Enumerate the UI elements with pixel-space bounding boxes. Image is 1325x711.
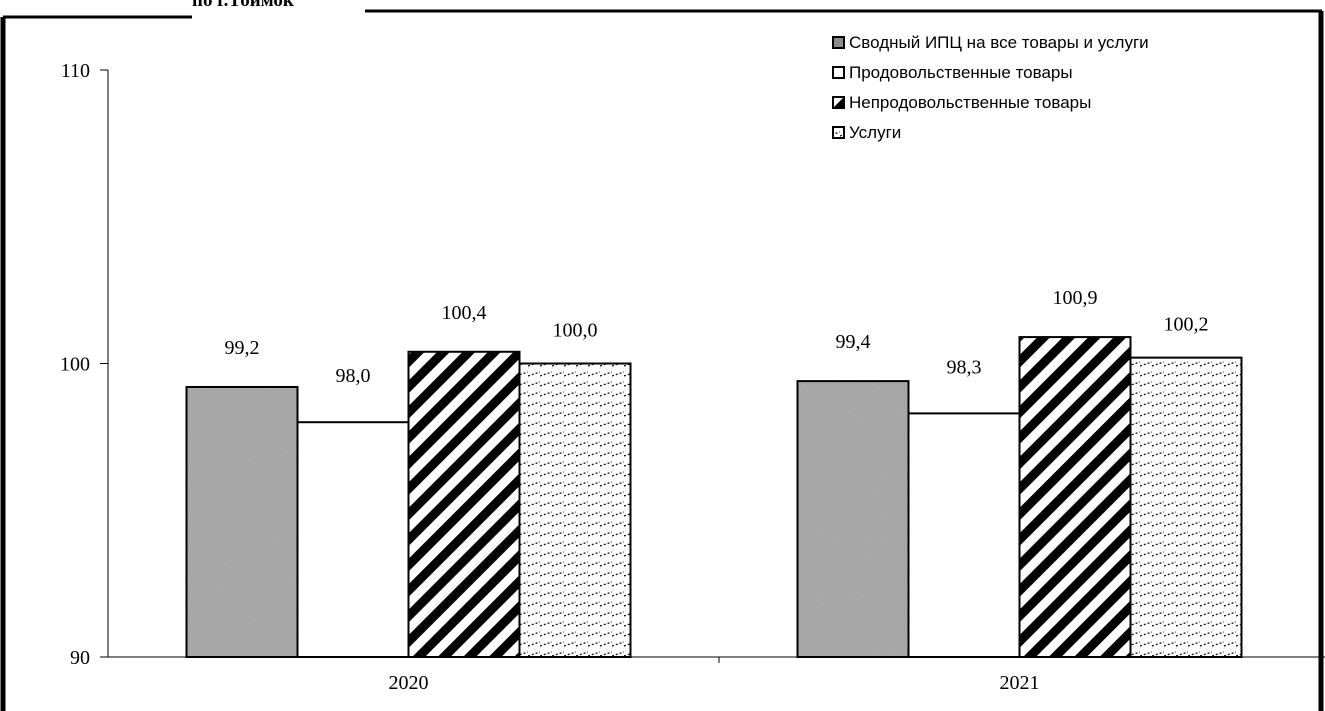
y-tick-label: 100 — [60, 354, 90, 376]
legend-label: Непродовольственные товары — [849, 93, 1091, 112]
legend-swatch — [832, 36, 845, 49]
bar-value-label: 100,4 — [442, 302, 487, 324]
y-tick-label: 90 — [70, 647, 90, 669]
bar-value-label: 100,0 — [553, 320, 598, 342]
legend-swatch — [832, 66, 845, 79]
legend-swatch — [832, 126, 845, 139]
bar-value-label: 100,9 — [1053, 287, 1098, 309]
bar-value-label: 98,0 — [336, 365, 371, 387]
bar-dashes-2020 — [518, 362, 632, 658]
legend-label: Услуги — [849, 123, 901, 142]
chart-title-fragment: по г.Тоймок — [192, 0, 294, 11]
x-category-label: 2021 — [1000, 672, 1040, 694]
bar-dashes-2021 — [1129, 356, 1243, 658]
bar-white-2021 — [907, 412, 1021, 658]
bar-value-label: 100,2 — [1164, 314, 1209, 336]
legend-label: Продовольственные товары — [849, 63, 1073, 82]
y-tick-label: 110 — [61, 60, 90, 82]
bar-white-2020 — [296, 421, 410, 659]
bar-value-label: 99,2 — [225, 337, 260, 359]
bar-granite-2020 — [185, 385, 299, 658]
bar-granite-2021 — [796, 380, 910, 658]
bar-diagonal-2020 — [407, 350, 521, 658]
bar-value-label: 98,3 — [947, 356, 982, 378]
bar-value-label: 99,4 — [836, 331, 871, 353]
legend-swatch-hatch — [833, 97, 844, 108]
legend-label: Сводный ИПЦ на все товары и услуги — [849, 33, 1149, 52]
x-category-label: 2020 — [389, 672, 429, 694]
bar-diagonal-2021 — [1018, 336, 1132, 658]
